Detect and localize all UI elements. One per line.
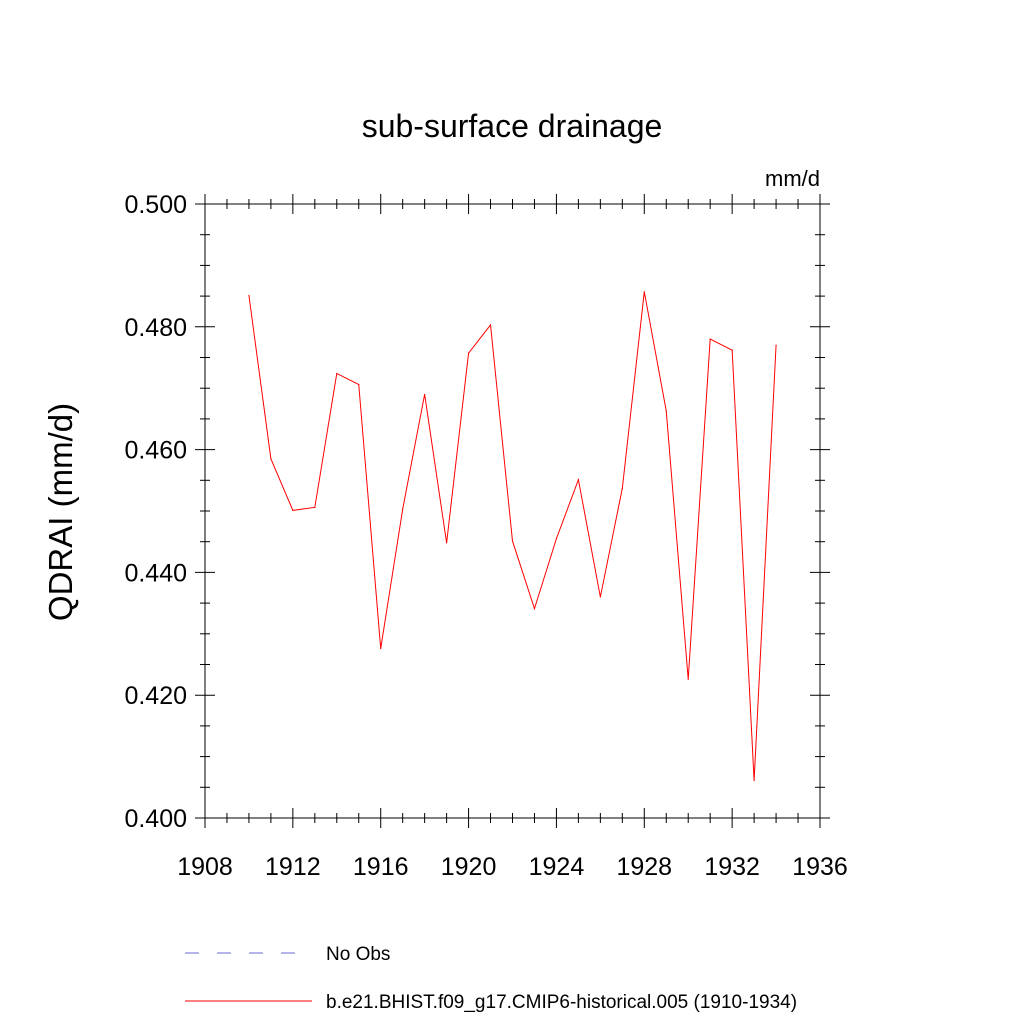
x-tick-label: 1908 bbox=[177, 853, 233, 881]
data-point bbox=[314, 506, 316, 508]
x-axis: 1908 1912 1916 1920 1924 1928 1932 1936 bbox=[177, 194, 848, 881]
x-tick-label: 1932 bbox=[704, 853, 760, 881]
y-tick-label: 0.460 bbox=[124, 437, 187, 465]
data-point bbox=[402, 508, 404, 510]
data-point bbox=[336, 372, 338, 375]
data-point bbox=[731, 349, 733, 351]
y-axis-label: QDRAI (mm/d) bbox=[42, 403, 79, 621]
data-point bbox=[380, 647, 382, 650]
y-tick-label: 0.420 bbox=[124, 682, 187, 710]
data-point bbox=[489, 324, 492, 326]
data-point bbox=[577, 479, 579, 481]
data-point bbox=[511, 540, 514, 542]
y-tick-label: 0.440 bbox=[124, 559, 187, 587]
legend: No Obs b.e21.BHIST.f09_g17.CMIP6-historic… bbox=[185, 944, 797, 1013]
data-point bbox=[424, 393, 426, 395]
x-tick-label: 1920 bbox=[441, 853, 497, 881]
data-point bbox=[467, 352, 470, 354]
y-tick-label: 0.400 bbox=[124, 805, 187, 833]
data-point bbox=[775, 344, 777, 346]
x-tick-label: 1928 bbox=[616, 853, 672, 881]
x-tick-label: 1912 bbox=[265, 853, 321, 881]
data-point bbox=[248, 294, 250, 297]
legend-label: No Obs bbox=[326, 944, 390, 965]
series-layer bbox=[248, 291, 777, 782]
data-point bbox=[687, 678, 689, 680]
units-label: mm/d bbox=[765, 166, 820, 191]
y-tick-label: 0.480 bbox=[124, 314, 187, 342]
data-point bbox=[643, 291, 645, 293]
data-point bbox=[358, 383, 360, 386]
series-line bbox=[248, 291, 777, 781]
y-axis: 0.400 0.420 0.440 0.460 0.480 0.500 bbox=[124, 191, 830, 833]
data-point bbox=[292, 509, 294, 511]
legend-label: b.e21.BHIST.f09_g17.CMIP6-historical.005… bbox=[326, 992, 797, 1013]
x-tick-label: 1924 bbox=[529, 853, 585, 881]
data-point bbox=[599, 596, 601, 598]
data-point bbox=[709, 338, 711, 340]
data-point bbox=[533, 608, 536, 610]
plot-frame bbox=[204, 203, 821, 819]
data-point bbox=[555, 538, 558, 540]
y-tick-label: 0.500 bbox=[124, 191, 187, 219]
data-point bbox=[665, 410, 667, 412]
data-point bbox=[621, 487, 623, 489]
data-point bbox=[270, 458, 272, 460]
data-point bbox=[753, 779, 755, 782]
data-point bbox=[446, 542, 448, 544]
x-tick-label: 1916 bbox=[353, 853, 409, 881]
x-tick-label: 1936 bbox=[792, 853, 848, 881]
chart-title: sub-surface drainage bbox=[362, 108, 663, 144]
